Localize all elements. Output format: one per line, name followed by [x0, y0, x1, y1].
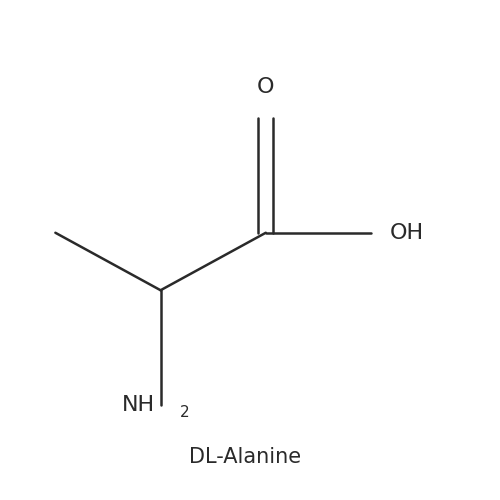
Text: OH: OH — [390, 223, 424, 243]
Text: 2: 2 — [180, 404, 189, 419]
Text: DL-Alanine: DL-Alanine — [188, 447, 301, 467]
Text: NH: NH — [122, 395, 156, 415]
Text: O: O — [257, 77, 274, 97]
